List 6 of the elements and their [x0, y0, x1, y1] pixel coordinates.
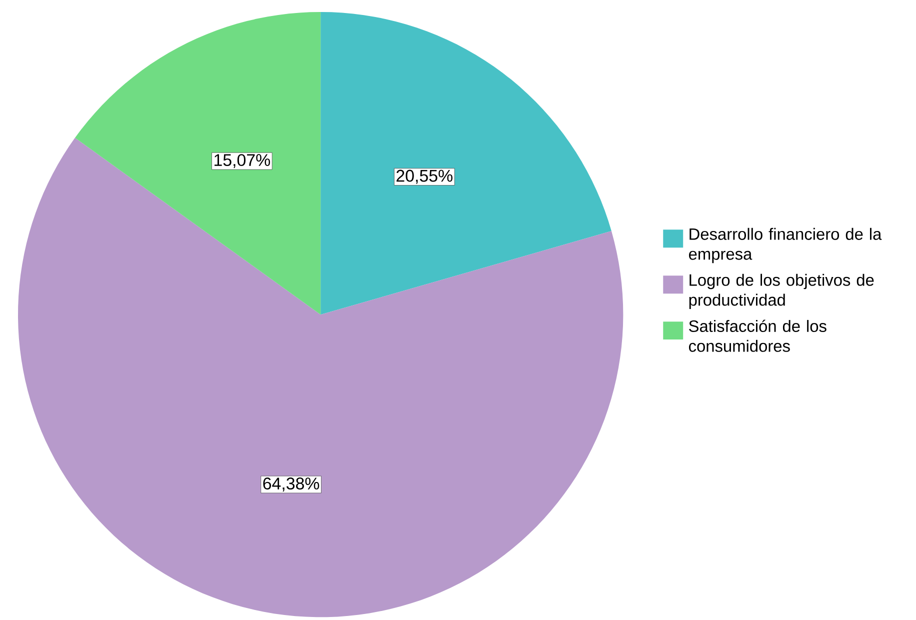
- data-label: 20,55%: [396, 170, 452, 184]
- legend-label: Logro de los objetivos de productividad: [689, 274, 874, 309]
- legend-label: Desarrollo financiero de la empresa: [689, 228, 882, 264]
- legend-label: Satisfacción de los consumidores: [689, 320, 826, 352]
- data-label: 64,38%: [263, 477, 320, 492]
- data-label: 15,07%: [214, 154, 270, 168]
